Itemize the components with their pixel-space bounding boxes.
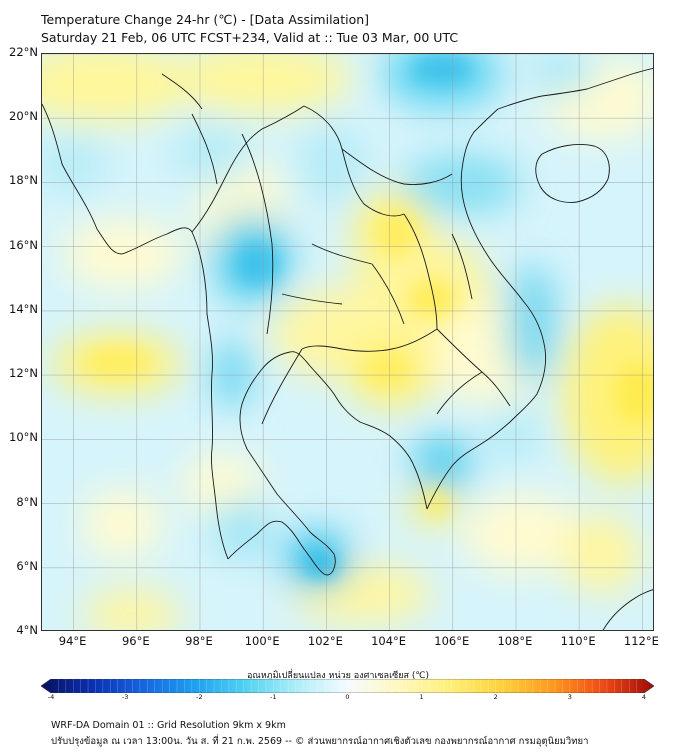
longitude-label: 94°E (58, 634, 87, 648)
map-title: Temperature Change 24-hr (℃) - [Data Ass… (41, 12, 370, 27)
graticule (42, 54, 653, 630)
colorbar-tick-label: -3 (121, 693, 129, 701)
colorbar-title: อุณหภูมิเปลี่ยนแปลง หน่วย องศาเซลเซียส (… (246, 671, 430, 681)
colorbar-tick-label: 2 (493, 693, 498, 701)
map-panel[interactable] (41, 53, 654, 631)
latitude-label: 8°N (16, 494, 38, 509)
longitude-label: 112°E (623, 634, 659, 648)
longitude-label: 110°E (560, 634, 596, 648)
coastlines-and-borders (42, 67, 653, 630)
latitude-label: 22°N (9, 45, 38, 59)
temperature-field (42, 54, 653, 630)
colorbar-tick-label: 4 (641, 693, 647, 701)
longitude-label: 100°E (244, 634, 280, 648)
longitude-label: 104°E (371, 634, 407, 648)
colorbar-tick-label: 1 (419, 693, 424, 701)
latitude-label: 14°N (9, 301, 38, 316)
footer-model-info: WRF-DA Domain 01 :: Grid Resolution 9km … (51, 720, 286, 731)
latitude-label: 16°N (9, 237, 38, 252)
colorbar-tick-label: 3 (567, 693, 572, 701)
longitude-label: 96°E (121, 634, 150, 648)
colorbar-ramp (41, 679, 654, 693)
latitude-label: 6°N (16, 558, 38, 573)
longitude-label: 108°E (497, 634, 533, 648)
latitude-label: 4°N (16, 623, 38, 637)
footer-credit: ปรับปรุงข้อมูล ณ เวลา 13:00น. วัน ส. ที่… (51, 736, 589, 747)
latitude-label: 10°N (9, 430, 38, 445)
colorbar-tick-label: -1 (270, 693, 277, 701)
latitude-label: 18°N (9, 173, 38, 188)
temperature-field-detail (87, 54, 653, 578)
temperature-change-map (42, 54, 653, 630)
colorbar-tick-label: -4 (47, 693, 55, 701)
colorbar-tick-label: -2 (196, 693, 203, 701)
longitude-label: 102°E (307, 634, 343, 648)
map-subtitle: Saturday 21 Feb, 06 UTC FCST+234, Valid … (41, 30, 459, 45)
longitude-label: 106°E (434, 634, 470, 648)
latitude-label: 12°N (9, 366, 38, 381)
colorbar-tick-label: 0 (345, 693, 350, 701)
longitude-label: 98°E (185, 634, 213, 648)
latitude-label: 20°N (9, 109, 38, 124)
colorbar (41, 679, 654, 693)
